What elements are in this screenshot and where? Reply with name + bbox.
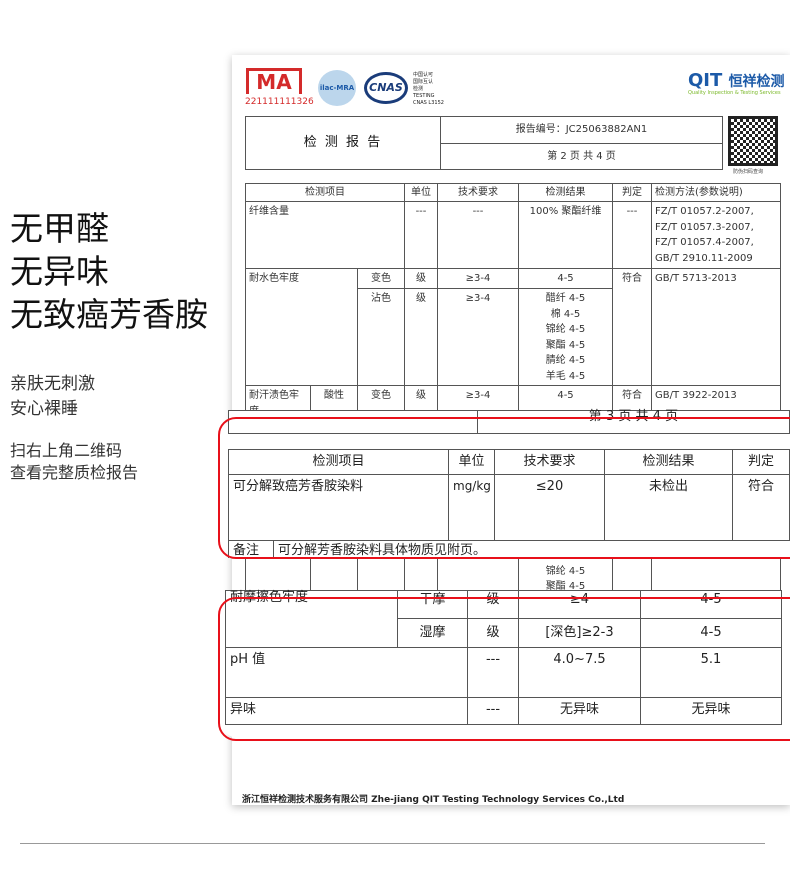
water-stain-unit: 级: [404, 288, 438, 386]
ph-unit: ---: [467, 647, 519, 698]
cnas-text-line: TESTING: [413, 93, 435, 99]
cnas-text-line: 国际互认: [413, 79, 434, 85]
qr-code[interactable]: [728, 116, 778, 166]
amine-col-verdict: 判定: [732, 449, 790, 475]
report-title: 检 测 报 告: [245, 116, 441, 170]
qr-caption: 防伪扫码查询: [733, 169, 764, 175]
claim-no-formaldehyde: 无甲醛: [10, 209, 109, 248]
rub-dry-req: ≥4: [518, 590, 641, 619]
ilac-mra-logo: ilac-MRA: [318, 70, 356, 106]
col-req: 技术要求: [437, 183, 519, 202]
amine-result: 未检出: [604, 474, 733, 541]
cnas-text-line: CNAS L3152: [413, 100, 444, 106]
qit-logo: QIT 恒祥检测: [688, 70, 785, 91]
rub-dry-result: 4-5: [640, 590, 782, 619]
water-stain: 沾色: [357, 288, 405, 386]
col-verdict: 判定: [612, 183, 652, 202]
fiber-item: 纤维含量: [245, 201, 405, 269]
water-change: 变色: [357, 268, 405, 289]
fiber-unit: ---: [404, 201, 438, 269]
amine-req: ≤20: [494, 474, 605, 541]
water-stain-req: ≥3-4: [437, 288, 519, 386]
rub-wet-result: 4-5: [640, 618, 782, 648]
odor-unit: ---: [467, 697, 519, 725]
ph-item: pH 值: [225, 647, 468, 698]
ph-result: 5.1: [640, 647, 782, 698]
page-number: 第 2 页 共 4 页: [440, 143, 723, 170]
claim-no-aromatic-amine: 无致癌芳香胺: [10, 295, 208, 334]
sweat-more: 聚酯 4-5: [545, 581, 586, 592]
fiber-method: FZ/T 01057.2-2007, FZ/T 01057.3-2007, FZ…: [651, 201, 781, 269]
cnas-logo: CNAS: [364, 72, 408, 104]
col-unit: 单位: [404, 183, 438, 202]
amine-item: 可分解致癌芳香胺染料: [228, 474, 449, 541]
sweat-more: 锦纶 4-5: [545, 565, 586, 577]
fiber-verdict: ---: [612, 201, 652, 269]
rub-dry-unit: 级: [467, 590, 519, 619]
note-text: 可分解芳香胺染料具体物质见附页。: [273, 540, 790, 558]
col-method: 检测方法(参数说明): [651, 183, 781, 202]
water-unit: 级: [404, 268, 438, 289]
qit-mark: QIT: [688, 70, 723, 91]
water-item: 耐水色牢度: [245, 268, 358, 386]
amine-col-result: 检测结果: [604, 449, 733, 475]
rub-item: 耐摩擦色牢度: [225, 590, 398, 648]
col-item: 检测项目: [245, 183, 405, 202]
report-number: 报告编号：JC25063882AN1: [440, 116, 723, 144]
amine-col-item: 检测项目: [228, 449, 449, 475]
odor-item: 异味: [225, 697, 468, 725]
col-result: 检测结果: [518, 183, 613, 202]
divider: [20, 843, 765, 844]
rub-wet-req: [深色]≥2-3: [518, 618, 641, 648]
water-stain-results: 醋纤 4-5 棉 4-5 锦纶 4-5 聚酯 4-5 腈纶 4-5 羊毛 4-5: [518, 288, 613, 386]
stain-result: 锦纶 4-5: [545, 324, 586, 335]
stain-result: 腈纶 4-5: [545, 355, 586, 366]
subtext-1: 亲肤无刺激: [10, 374, 95, 394]
amine-unit: mg/kg: [448, 474, 495, 541]
amine-col-req: 技术要求: [494, 449, 605, 475]
amine-col-unit: 单位: [448, 449, 495, 475]
fiber-req: ---: [437, 201, 519, 269]
odor-result: 无异味: [640, 697, 782, 725]
stain-result: 棉 4-5: [550, 308, 581, 320]
odor-req: 无异味: [518, 697, 641, 725]
sweat-result-value: 4-5: [557, 390, 574, 401]
rub-dry: 干摩: [397, 590, 468, 619]
cma-number: 221111111326: [245, 97, 314, 107]
page-header-left: [228, 410, 478, 434]
page3-number: 第 3 页 共 4 页: [477, 410, 790, 434]
cnas-text-line: 中国认可: [413, 72, 434, 78]
water-req: ≥3-4: [437, 268, 519, 289]
scan-hint-2: 查看完整质检报告: [10, 463, 139, 482]
qit-tagline: Quality Inspection & Testing Services: [688, 90, 781, 96]
report-footer: 浙江恒祥检测技术服务有限公司 Zhe-jiang QIT Testing Tec…: [242, 795, 625, 805]
stain-result: 羊毛 4-5: [545, 370, 586, 382]
fiber-result: 100% 聚酯纤维: [518, 201, 613, 269]
scan-hint-1: 扫右上角二维码: [10, 441, 123, 460]
water-verdict: 符合: [612, 268, 652, 386]
stain-result: 聚酯 4-5: [545, 339, 586, 351]
rub-wet: 湿摩: [397, 618, 468, 648]
cma-logo: MA: [246, 68, 302, 94]
note-label: 备注: [228, 540, 274, 558]
ph-req: 4.0~7.5: [518, 647, 641, 698]
cnas-text-line: 检测: [413, 86, 424, 92]
qit-cn: 恒祥检测: [728, 74, 785, 90]
water-method: GB/T 5713-2013: [651, 268, 781, 386]
subtext-2: 安心裸睡: [10, 399, 78, 419]
cnas-text: 中国认可 国际互认 检测 TESTING CNAS L3152: [413, 72, 453, 107]
amine-verdict: 符合: [732, 474, 790, 541]
water-result: 4-5: [518, 268, 613, 289]
rub-wet-unit: 级: [467, 618, 519, 648]
stain-result: 醋纤 4-5: [545, 293, 586, 304]
claim-no-odor: 无异味: [10, 252, 109, 291]
